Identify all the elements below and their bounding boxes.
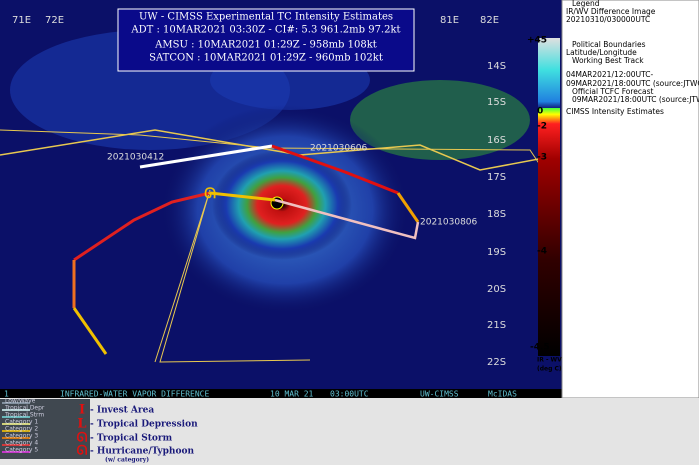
key-panel	[0, 398, 699, 465]
key-symbol: I	[79, 403, 85, 418]
footer-text: 1	[4, 390, 9, 399]
footer-text: McIDAS	[488, 390, 517, 399]
longitude-label: 72E	[45, 15, 64, 26]
legend-entry: 20210310/030000UTC	[566, 15, 650, 24]
latitude-label: 18S	[487, 209, 506, 220]
forecast-track	[209, 191, 276, 202]
legend-panel	[561, 0, 699, 399]
latitude-label: 21S	[487, 320, 506, 331]
best-track	[274, 198, 420, 240]
forecast-track	[73, 191, 211, 262]
legend-entry: 04MAR2021/12:00UTC-	[566, 70, 653, 79]
colorbar-label: -4	[537, 247, 547, 257]
forecast-track	[72, 307, 108, 355]
latitude-label: 22S	[487, 357, 506, 368]
key-symbol: ᘏ	[77, 444, 88, 459]
latitude-label: 19S	[487, 247, 506, 258]
colorbar-label: -2	[537, 122, 547, 132]
latitude-label: 15S	[487, 97, 506, 108]
latitude-label: 16S	[487, 135, 506, 146]
best-track	[271, 144, 399, 195]
forecast-cone	[154, 189, 311, 363]
footer-text: UW-CIMSS	[420, 390, 459, 399]
longitude-label: 71E	[12, 15, 31, 26]
footer-text: 10 MAR 21	[270, 390, 314, 399]
legend-entry: Political Boundaries	[572, 40, 646, 49]
title: UW - CIMSS Experimental TC Intensity Est…	[139, 12, 393, 23]
colorbar-unit: IR - WV	[537, 357, 562, 364]
footer-text: 03:00UTC	[330, 390, 369, 399]
legend-entry: 09MAR2021/18:00UTC (source:JTWC)	[572, 95, 699, 104]
track-label: 2021030806	[420, 218, 478, 228]
key-symbol: ᘏ	[77, 431, 88, 446]
adt-line: ADT : 10MAR2021 03:30Z - CI#: 5.3 961.2m…	[130, 25, 400, 36]
footer-text: INFRARED-WATER VAPOR DIFFERENCE	[60, 390, 209, 399]
colorbar-label: 0	[537, 107, 543, 117]
latitude-label: 14S	[487, 61, 506, 72]
key-label: - Tropical Depression	[90, 420, 198, 430]
category-label: Category 5	[5, 447, 38, 454]
category-label: Tropical Strm	[4, 412, 44, 419]
legend-entry: 09MAR2021/18:00UTC (source:JTWC)	[566, 79, 699, 88]
forecast-cone	[0, 129, 541, 166]
satcon-line: SATCON : 10MAR2021 01:29Z - 960mb 102kt	[149, 53, 383, 64]
key-label: - Hurricane/Typhoon	[90, 447, 194, 457]
category-label: Tropical Depr	[4, 405, 45, 412]
amsu-line: AMSU : 10MAR2021 01:29Z - 958mb 108kt	[154, 40, 377, 51]
colorbar-unit: (deg C)	[537, 366, 562, 373]
colorbar-label: -3	[537, 153, 547, 163]
legend-entry: Latitude/Longitude	[566, 48, 637, 57]
best-track	[396, 192, 420, 223]
colorbar	[538, 38, 560, 356]
legend-entry: Official TCFC Forecast	[572, 87, 654, 96]
legend-entry: Working Best Track	[572, 56, 644, 65]
latitude-label: 17S	[487, 172, 506, 183]
category-label: Category 4	[5, 440, 38, 447]
category-label: Category 2	[5, 426, 38, 433]
key-symbol: L	[77, 417, 86, 432]
longitude-label: 81E	[440, 15, 459, 26]
key-label: - Tropical Storm	[90, 434, 173, 444]
land	[350, 80, 530, 160]
key-note: (w/ category)	[105, 457, 149, 464]
legend-entry: Legend	[572, 0, 600, 8]
latitude-label: 20S	[487, 284, 506, 295]
category-label: Category 3	[5, 433, 38, 440]
storm-symbol: ᘏ	[204, 186, 216, 202]
colorbar-label: +45	[527, 36, 547, 46]
category-label: Category 1	[5, 419, 38, 426]
title-box	[117, 8, 415, 72]
key-label: - Invest Area	[90, 406, 154, 416]
best-track	[139, 144, 273, 169]
track-label: 2021030606	[310, 144, 368, 154]
footer-bar	[0, 389, 562, 398]
track-label: 2021030412	[107, 153, 164, 163]
category-label: Low/Wave	[5, 398, 36, 405]
longitude-label: 82E	[480, 15, 499, 26]
legend-entry: IR/WV Difference Image	[566, 7, 656, 16]
legend-entry: CIMSS Intensity Estimates	[566, 107, 664, 116]
colorbar-label: -4.5	[530, 343, 550, 353]
category-key	[0, 399, 90, 459]
